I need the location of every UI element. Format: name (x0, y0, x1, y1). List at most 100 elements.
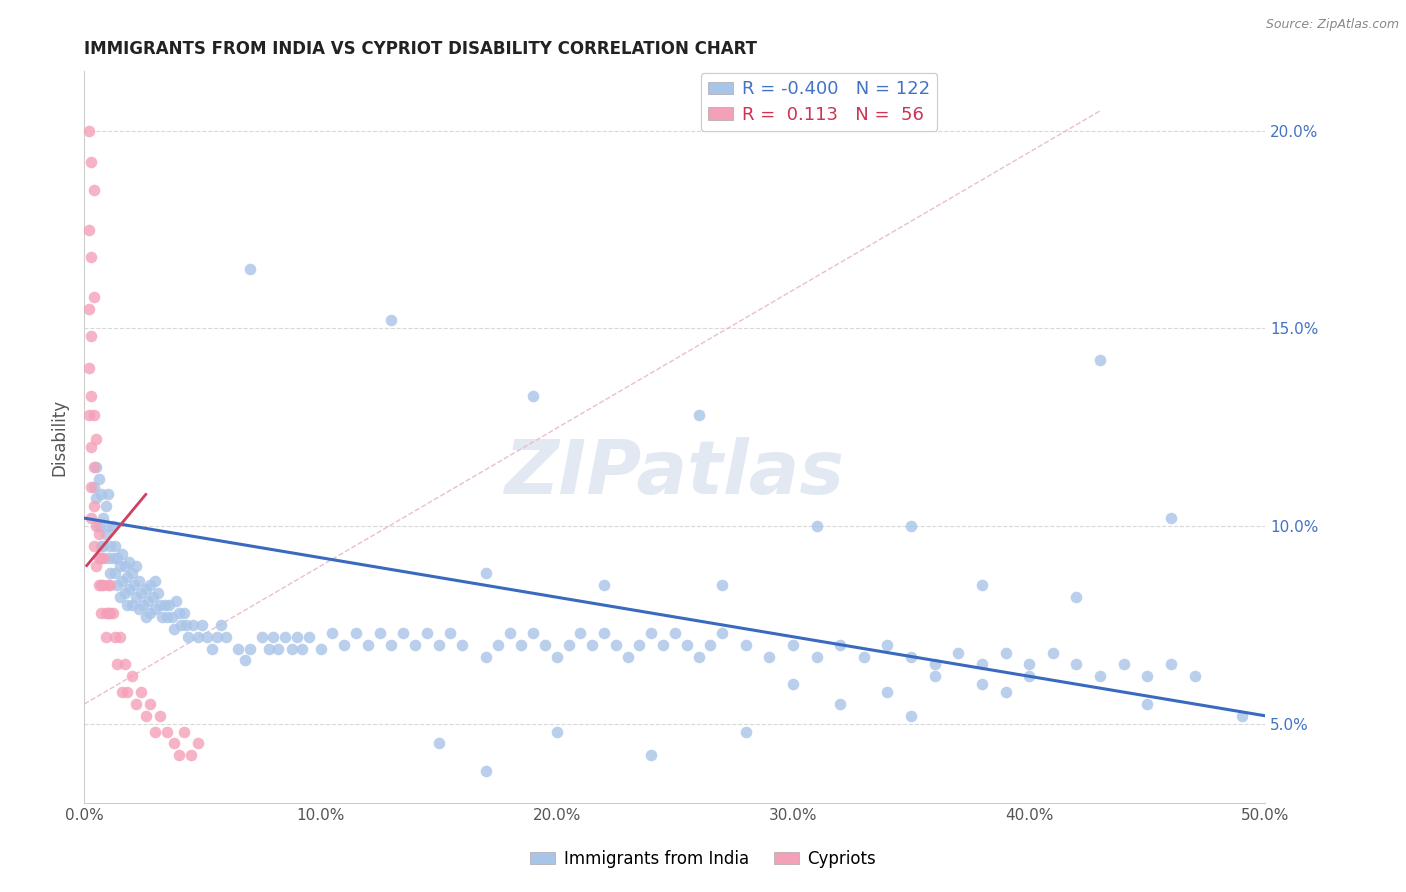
Point (226, 641, 249, 656)
Point (628, 638, 651, 652)
Point (143, 724, 166, 739)
Point (309, 641, 332, 656)
Point (83, 539, 105, 553)
Point (98, 578, 121, 592)
Point (333, 638, 356, 652)
Point (900, 519, 922, 533)
Point (101, 519, 124, 533)
Point (285, 630, 308, 644)
Point (84, 491, 107, 506)
Point (675, 638, 697, 652)
Point (149, 598, 172, 612)
Point (1160, 657, 1182, 672)
Point (475, 649, 498, 664)
Point (522, 388, 544, 402)
Point (128, 602, 150, 616)
Point (593, 625, 616, 640)
Point (122, 578, 145, 592)
Point (135, 582, 157, 597)
Point (970, 657, 993, 672)
Point (1136, 697, 1159, 711)
Point (80, 388, 103, 402)
Point (180, 748, 202, 763)
Point (298, 630, 321, 644)
Point (970, 677, 993, 691)
Point (104, 630, 127, 644)
Point (157, 598, 180, 612)
Point (90, 550, 112, 565)
Point (262, 630, 284, 644)
Point (90, 539, 112, 553)
Point (711, 578, 734, 592)
Point (163, 622, 186, 636)
Point (94, 500, 117, 514)
Point (101, 550, 124, 565)
Point (475, 764, 498, 779)
Point (830, 697, 852, 711)
Point (114, 558, 136, 573)
Point (239, 641, 262, 656)
Point (77, 409, 100, 423)
Point (111, 685, 134, 699)
Point (132, 598, 155, 612)
Point (97, 550, 120, 565)
Point (80, 155, 103, 169)
Point (77, 222, 100, 236)
Point (1018, 669, 1040, 683)
Point (108, 630, 131, 644)
Point (451, 638, 474, 652)
Point (108, 558, 131, 573)
Point (77, 301, 100, 316)
Point (135, 610, 157, 624)
Point (994, 646, 1017, 660)
Point (118, 582, 141, 597)
Point (569, 625, 592, 640)
Point (107, 657, 129, 672)
Point (522, 625, 544, 640)
Point (114, 657, 136, 672)
Point (143, 574, 166, 589)
Point (652, 638, 675, 652)
Point (357, 638, 380, 652)
Point (139, 606, 162, 620)
Point (129, 685, 152, 699)
Point (136, 594, 159, 608)
Point (91, 539, 114, 553)
Point (83, 500, 105, 514)
Point (87, 527, 110, 541)
Point (546, 724, 568, 739)
Point (380, 313, 402, 327)
Point (90, 606, 112, 620)
Point (876, 638, 898, 652)
Point (107, 578, 129, 592)
Point (87, 550, 110, 565)
Point (404, 638, 426, 652)
Point (664, 625, 686, 640)
Point (167, 606, 190, 620)
Point (546, 649, 568, 664)
Point (616, 649, 638, 664)
Point (267, 641, 290, 656)
Point (94, 606, 117, 620)
Point (209, 618, 232, 632)
Point (87, 472, 110, 486)
Point (77, 123, 100, 137)
Point (104, 566, 127, 581)
Point (121, 669, 143, 683)
Point (994, 685, 1017, 699)
Point (115, 685, 138, 699)
Point (115, 598, 138, 612)
Point (135, 708, 157, 723)
Point (128, 574, 150, 589)
Point (734, 638, 756, 652)
Point (439, 625, 461, 640)
Point (486, 638, 509, 652)
Point (1018, 657, 1040, 672)
Point (87, 578, 110, 592)
Point (98, 566, 121, 581)
Point (125, 591, 148, 605)
Legend: Immigrants from India, Cypriots: Immigrants from India, Cypriots (523, 844, 883, 875)
Point (129, 586, 152, 600)
Point (115, 570, 138, 584)
Point (534, 638, 557, 652)
